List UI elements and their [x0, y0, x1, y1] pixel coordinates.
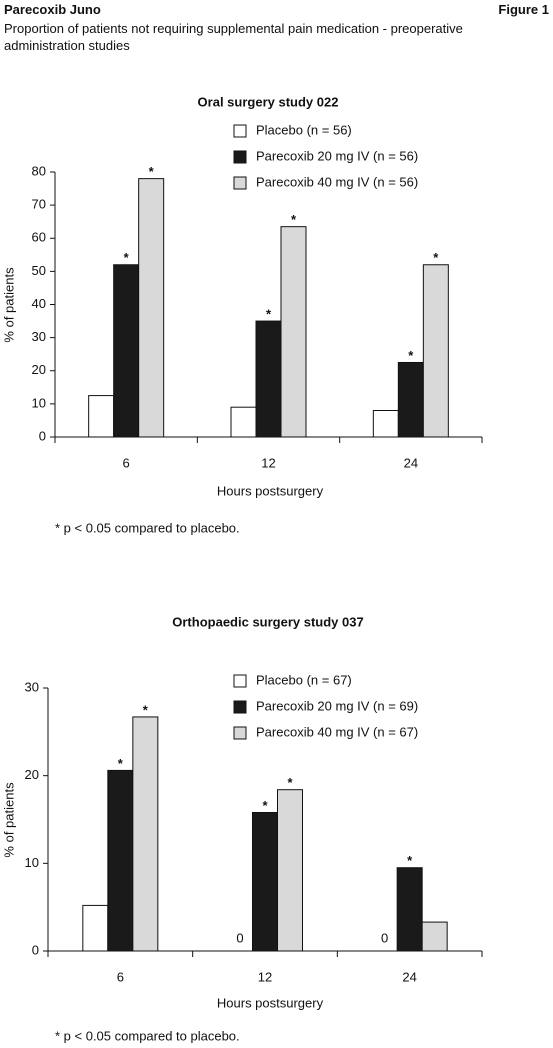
- legend-label: Parecoxib 20 mg IV (n = 56): [256, 148, 418, 163]
- significance-marker: *: [408, 348, 414, 363]
- bar: [280, 226, 307, 438]
- legend-swatch: [233, 176, 247, 190]
- significance-marker: *: [124, 250, 130, 265]
- y-axis-label: % of patients: [1, 782, 16, 858]
- x-tick-label: 12: [258, 969, 272, 984]
- bar: [252, 811, 278, 952]
- bar: [421, 921, 448, 952]
- legend-label: Parecoxib 40 mg IV (n = 56): [256, 174, 418, 189]
- bar: [82, 904, 109, 952]
- significance-marker: *: [287, 775, 293, 790]
- y-tick-label: 30: [25, 679, 39, 694]
- figure-label: Figure 1: [498, 2, 549, 17]
- legend-swatch: [233, 150, 247, 164]
- significance-marker: *: [407, 853, 413, 868]
- significance-marker: *: [266, 307, 272, 322]
- y-tick-label: 30: [32, 329, 46, 344]
- y-tick-label: 10: [32, 395, 46, 410]
- legend-swatch: [233, 726, 247, 740]
- legend-label: Parecoxib 20 mg IV (n = 69): [256, 698, 418, 713]
- y-tick-label: 20: [32, 362, 46, 377]
- doc-title: Parecoxib Juno: [4, 2, 101, 17]
- x-tick-label: 6: [123, 455, 130, 470]
- bar: [138, 178, 165, 438]
- bar: [230, 406, 257, 438]
- bar: [255, 320, 282, 438]
- y-tick-label: 70: [32, 197, 46, 212]
- footnote: * p < 0.05 compared to placebo.: [55, 520, 240, 535]
- bar: [132, 716, 159, 952]
- bar: [397, 361, 424, 438]
- legend-swatch: [233, 124, 247, 138]
- bar: [277, 789, 303, 952]
- y-tick-label: 0: [32, 942, 39, 957]
- legend-swatch: [233, 700, 247, 714]
- significance-marker: *: [143, 702, 149, 717]
- value-label: 0: [236, 930, 243, 945]
- y-tick-label: 50: [32, 263, 46, 278]
- footnote: * p < 0.05 compared to placebo.: [55, 1028, 240, 1043]
- y-tick-label: 20: [25, 767, 39, 782]
- subtitle: Proportion of patients not requiring sup…: [4, 21, 463, 53]
- y-tick-label: 10: [25, 855, 39, 870]
- y-axis-label: % of patients: [1, 267, 16, 343]
- chart-title: Orthopaedic surgery study 037: [172, 614, 363, 629]
- value-label: 0: [381, 930, 388, 945]
- significance-marker: *: [262, 798, 268, 813]
- x-tick-label: 24: [404, 455, 418, 470]
- legend-swatch: [233, 674, 247, 688]
- significance-marker: *: [118, 756, 124, 771]
- x-axis-label: Hours postsurgery: [217, 483, 324, 498]
- x-tick-label: 6: [117, 969, 124, 984]
- bar: [107, 769, 134, 952]
- bar: [422, 264, 449, 438]
- y-tick-label: 80: [32, 163, 46, 178]
- legend-label: Placebo (n = 67): [256, 672, 352, 687]
- bar: [396, 867, 423, 952]
- x-tick-label: 24: [402, 969, 416, 984]
- x-axis-label: Hours postsurgery: [217, 995, 324, 1010]
- y-tick-label: 40: [32, 296, 46, 311]
- y-tick-label: 60: [32, 230, 46, 245]
- significance-marker: *: [149, 164, 155, 179]
- significance-marker: *: [433, 250, 439, 265]
- bar: [88, 395, 115, 438]
- legend-label: Placebo (n = 56): [256, 122, 352, 137]
- y-tick-label: 0: [39, 428, 46, 443]
- bar: [372, 410, 399, 438]
- legend-label: Parecoxib 40 mg IV (n = 67): [256, 724, 418, 739]
- significance-marker: *: [291, 212, 297, 227]
- chart-title: Oral surgery study 022: [198, 94, 339, 109]
- x-tick-label: 12: [261, 455, 275, 470]
- bar: [113, 264, 140, 438]
